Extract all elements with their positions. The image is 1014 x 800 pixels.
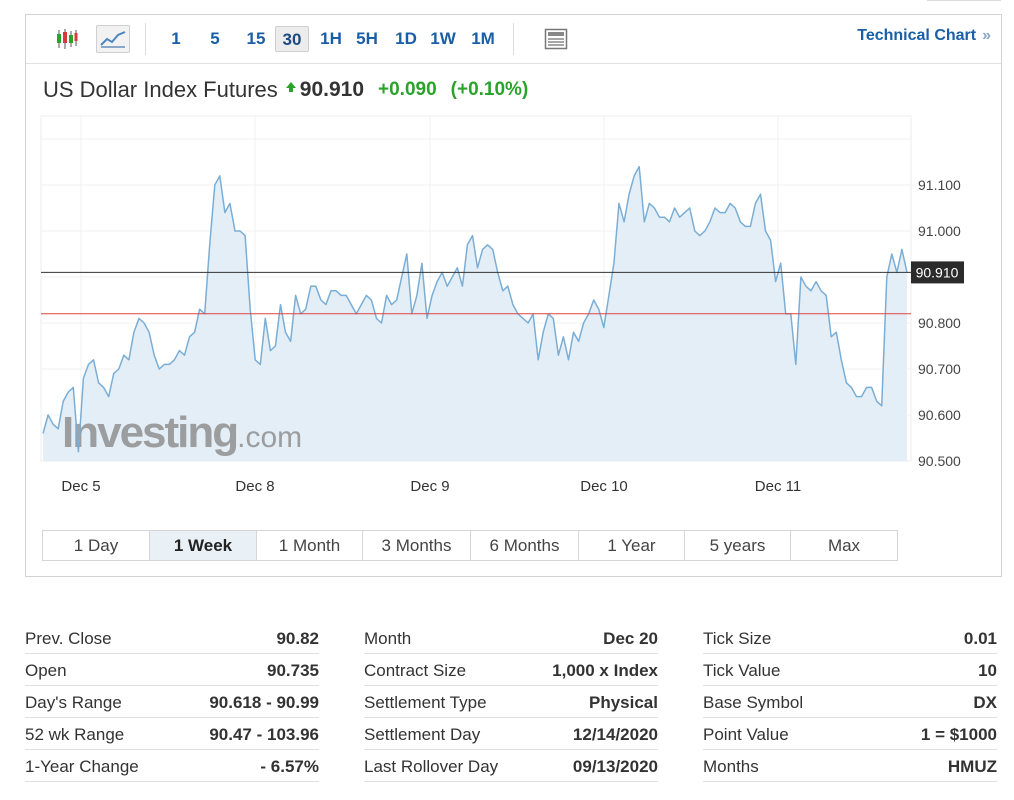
stat-value: 10: [978, 661, 997, 680]
y-tick-label: 90.500: [918, 453, 961, 469]
last-price-tag-label: 90.910: [916, 264, 959, 280]
stat-label: Base Symbol: [703, 693, 804, 712]
stat-label: Months: [703, 757, 759, 776]
stat-value: 1 = $1000: [920, 725, 997, 744]
x-tick-label: Dec 5: [61, 478, 100, 495]
stat-row: Prev. Close 90.82: [25, 622, 319, 654]
stat-row: 1-Year Change - 6.57%: [25, 750, 319, 782]
price-chart[interactable]: Investing.com 91.100 91.000 90.800 90.700 90.…: [26, 15, 1001, 515]
double-chevron-right-icon: »: [982, 27, 991, 44]
x-tick-label: Dec 11: [755, 478, 801, 495]
stat-label: Point Value: [703, 725, 789, 744]
stat-value: 90.618 - 90.99: [209, 693, 319, 712]
x-tick-label: Dec 8: [235, 478, 274, 495]
instrument-name: US Dollar Index Futures: [43, 77, 278, 102]
top-divider: [927, 0, 1001, 1]
range-3-months[interactable]: 3 Months: [363, 531, 471, 560]
period-30[interactable]: 30: [275, 26, 309, 52]
stat-row: Base Symbol DX: [703, 686, 997, 718]
chart-widget: 1 5 15 30 1H 5H 1D 1W 1M Technical Chart» US Dol…: [25, 14, 1002, 577]
price-line: [42, 165, 908, 453]
stat-row: Point Value 1 = $1000: [703, 718, 997, 750]
period-1m[interactable]: 1M: [471, 29, 495, 48]
candlestick-chart-icon[interactable]: [52, 25, 82, 53]
stat-row: Tick Size 0.01: [703, 622, 997, 654]
stat-value: 0.01: [963, 629, 997, 648]
stat-label: Tick Size: [703, 629, 772, 648]
range-6-months[interactable]: 6 Months: [471, 531, 579, 560]
stat-value: HMUZ: [947, 757, 997, 776]
quote-header: US Dollar Index Futures 90.910 +0.090 (+0.1…: [43, 77, 528, 107]
stat-value: 09/13/2020: [572, 757, 658, 776]
y-tick-label: 90.700: [918, 361, 961, 377]
last-price: 90.910: [299, 78, 364, 101]
price-change-percent: (+0.10%): [450, 79, 529, 100]
period-5h[interactable]: 5H: [356, 29, 378, 48]
stat-row: Month Dec 20: [364, 622, 658, 654]
up-arrow-icon: [285, 79, 296, 97]
range-5-years[interactable]: 5 years: [685, 531, 791, 560]
range-1-day[interactable]: 1 Day: [43, 531, 150, 560]
technical-chart-link[interactable]: Technical Chart»: [857, 27, 991, 44]
stat-value: 90.47 - 103.96: [209, 725, 319, 744]
stat-label: Last Rollover Day: [364, 757, 499, 776]
stat-label: Settlement Day: [364, 725, 481, 744]
stat-row: Day's Range 90.618 - 90.99: [25, 686, 319, 718]
stat-label: Month: [364, 629, 412, 648]
y-tick-label: 91.100: [918, 177, 961, 193]
period-1[interactable]: 1: [171, 29, 181, 48]
range-1-month[interactable]: 1 Month: [257, 531, 363, 560]
stat-label: Contract Size: [364, 661, 467, 680]
stat-value: DX: [973, 693, 997, 712]
stat-row: Open 90.735: [25, 654, 319, 686]
stat-row: Settlement Day 12/14/2020: [364, 718, 658, 750]
stat-value: Dec 20: [603, 629, 658, 648]
stat-row: 52 wk Range 90.47 - 103.96: [25, 718, 319, 750]
stat-row: Contract Size 1,000 x Index: [364, 654, 658, 686]
period-5[interactable]: 5: [210, 29, 220, 48]
chart-toolbar: 1 5 15 30 1H 5H 1D 1W 1M Technical Chart»: [26, 15, 1001, 64]
stat-row: Months HMUZ: [703, 750, 997, 782]
y-tick-label: 90.600: [918, 407, 961, 423]
stat-label: Open: [25, 661, 67, 680]
toolbar-separator: [513, 23, 514, 55]
toolbar-separator: [145, 23, 146, 55]
period-1w[interactable]: 1W: [430, 29, 456, 48]
stat-label: Prev. Close: [25, 629, 112, 648]
x-tick-label: Dec 10: [580, 478, 628, 495]
line-chart-icon[interactable]: [96, 25, 130, 53]
stat-value: 12/14/2020: [572, 725, 658, 744]
range-max[interactable]: Max: [827, 536, 861, 555]
range-1-week[interactable]: 1 Week: [150, 531, 257, 560]
stat-value: 90.82: [276, 629, 319, 648]
stat-label: 52 wk Range: [25, 725, 125, 744]
stat-label: 1-Year Change: [25, 757, 139, 776]
stats-column: Tick Size 0.01 Tick Value 10 Base Symbol DX Po…: [703, 622, 997, 782]
last-price-tag: [911, 261, 964, 284]
price-change: +0.090: [378, 79, 437, 100]
period-1h[interactable]: 1H: [320, 29, 342, 48]
period-15[interactable]: 15: [246, 29, 266, 48]
stat-label: Day's Range: [25, 693, 122, 712]
stat-value: 1,000 x Index: [552, 661, 658, 680]
stat-value: 90.735: [267, 661, 319, 680]
range-1-year[interactable]: 1 Year: [579, 531, 685, 560]
news-icon[interactable]: [541, 25, 571, 53]
period-1d[interactable]: 1D: [395, 29, 417, 48]
stat-row: Settlement Type Physical: [364, 686, 658, 718]
stat-value: - 6.57%: [260, 757, 319, 776]
time-range-selector: 1 Day 1 Week 1 Month 3 Months 6 Months 1 Year…: [42, 530, 898, 561]
stat-label: Tick Value: [703, 661, 781, 680]
x-tick-label: Dec 9: [410, 478, 449, 495]
y-tick-label: 90.800: [918, 315, 961, 331]
stat-value: Physical: [589, 693, 658, 712]
stats-column: Month Dec 20 Contract Size 1,000 x Index Set…: [364, 622, 658, 782]
watermark-logo: Investing.com: [62, 408, 302, 457]
stat-row: Tick Value 10: [703, 654, 997, 686]
stat-row: Last Rollover Day 09/13/2020: [364, 750, 658, 782]
stats-column: Prev. Close 90.82 Open 90.735 Day's Range 90.…: [25, 622, 319, 782]
y-tick-label: 91.000: [918, 223, 961, 239]
stat-label: Settlement Type: [364, 693, 487, 712]
